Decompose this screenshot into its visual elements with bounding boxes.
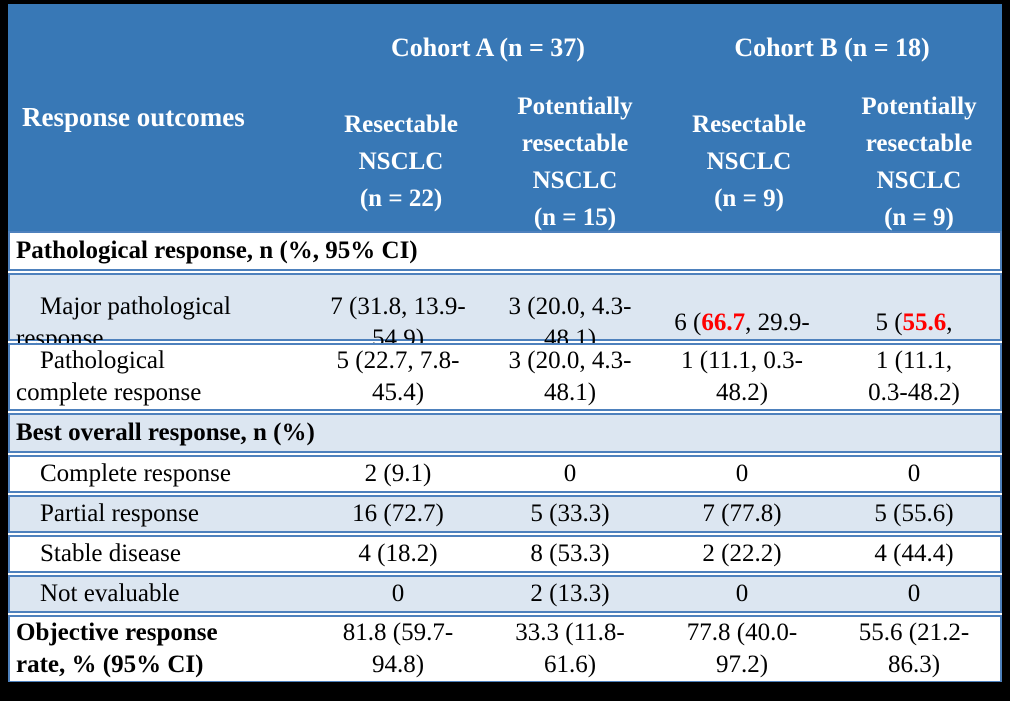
row-stable-disease: Stable disease 4 (18.2) 8 (53.3) 2 (22.2… xyxy=(8,535,1002,573)
row-label-cell: Pathological complete response xyxy=(10,345,312,409)
row-complete-response: Complete response 2 (9.1) 0 0 0 xyxy=(8,455,1002,493)
cell-resectable-b: 7 (77.8) xyxy=(702,500,782,527)
row-label: Pathological complete response xyxy=(16,347,202,406)
highlighted-value: 55.6 xyxy=(902,309,947,336)
cell-potentially-resectable-b: 0 xyxy=(907,580,921,607)
cell-text-prefix: 6 ( xyxy=(674,309,702,336)
highlighted-value: 66.7 xyxy=(701,309,746,336)
cell-resectable-a: 16 (72.7) xyxy=(352,500,444,527)
cell-resectable-a: 0 xyxy=(391,580,405,607)
row-label: Major pathological response xyxy=(16,293,231,352)
row-label: Objective response rate, % (95% CI) xyxy=(16,619,218,678)
cell-resectable-b: 2 (22.2) xyxy=(702,540,782,567)
cell-text-prefix: 5 ( xyxy=(875,309,903,336)
row-label-cell: Stable disease xyxy=(10,537,312,571)
cell-resectable-a: 4 (18.2) xyxy=(358,540,438,567)
cell-resectable-a: 2 (9.1) xyxy=(364,460,432,487)
header-cohort-a: Cohort A (n = 37) xyxy=(391,33,585,62)
row-objective-response-rate: Objective response rate, % (95% CI) 81.8… xyxy=(8,615,1002,682)
header-col-resectable-b: Resectable NSCLC (n = 9) xyxy=(692,111,806,212)
cell-resectable-a: 81.8 (59.7- 94.8) xyxy=(342,619,454,678)
row-label-cell: Major pathological response xyxy=(10,275,312,371)
cell-potentially-resectable-b: 4 (44.4) xyxy=(874,540,954,567)
cell-potentially-resectable-a: 33.3 (11.8- 61.6) xyxy=(515,619,625,678)
cell-potentially-resectable-b: 55.6 (21.2- 86.3) xyxy=(858,619,970,678)
section-label: Pathological response, n (%, 95% CI) xyxy=(16,237,418,264)
header-col-potentially-resectable-b: Potentially resectable NSCLC (n = 9) xyxy=(861,92,977,231)
cell-potentially-resectable-b: 5 (55.6) xyxy=(874,500,954,527)
row-partial-response: Partial response 16 (72.7) 5 (33.3) 7 (7… xyxy=(8,495,1002,533)
row-major-pathological-response: Major pathological response 7 (31.8, 13.… xyxy=(8,273,1002,368)
cell-resectable-b: 77.8 (40.0- 97.2) xyxy=(686,619,798,678)
cell-potentially-resectable-b: 0 xyxy=(907,460,921,487)
cell-potentially-resectable-a: 8 (53.3) xyxy=(530,540,610,567)
section-row-best-overall-response: Best overall response, n (%) xyxy=(8,413,1002,453)
row-label-cell: Complete response xyxy=(10,457,312,491)
table-header: Response outcomes Cohort A (n = 37) Coho… xyxy=(8,4,1002,231)
cell-potentially-resectable-a: 2 (13.3) xyxy=(530,580,610,607)
header-col-resectable-a: Resectable NSCLC (n = 22) xyxy=(344,111,458,212)
section-label: Best overall response, n (%) xyxy=(16,419,315,446)
row-label-cell: Objective response rate, % (95% CI) xyxy=(10,617,312,681)
cell-resectable-b: 0 xyxy=(735,460,749,487)
section-row-pathological-response: Pathological response, n (%, 95% CI) xyxy=(8,231,1002,271)
row-label-cell: Not evaluable xyxy=(10,577,312,611)
cell-potentially-resectable-a: 5 (33.3) xyxy=(530,500,610,527)
header-cohort-b: Cohort B (n = 18) xyxy=(734,33,930,62)
row-label: Partial response xyxy=(40,500,199,527)
header-response-outcomes: Response outcomes xyxy=(22,102,245,132)
header-col-potentially-resectable-a: Potentially resectable NSCLC (n = 15) xyxy=(517,92,633,231)
cell-resectable-a: 5 (22.7, 7.8- 45.4) xyxy=(336,347,460,406)
cell-potentially-resectable-b: 1 (11.1, 0.3-48.2) xyxy=(868,347,960,406)
row-label: Complete response xyxy=(40,460,231,487)
cell-potentially-resectable-a: 3 (20.0, 4.3- 48.1) xyxy=(508,347,632,406)
row-not-evaluable: Not evaluable 0 2 (13.3) 0 0 xyxy=(8,575,1002,613)
row-label: Not evaluable xyxy=(40,580,180,607)
cell-potentially-resectable-a: 0 xyxy=(563,460,577,487)
row-label: Stable disease xyxy=(40,540,181,567)
cell-resectable-b: 0 xyxy=(735,580,749,607)
cell-resectable-b: 1 (11.1, 0.3- 48.2) xyxy=(681,347,803,406)
row-pathological-complete-response: Pathological complete response 5 (22.7, … xyxy=(8,343,1002,411)
row-label-cell: Partial response xyxy=(10,497,312,531)
table-body: Pathological response, n (%, 95% CI) Maj… xyxy=(8,231,1002,682)
response-outcomes-table: Response outcomes Cohort A (n = 37) Coho… xyxy=(8,4,1002,682)
